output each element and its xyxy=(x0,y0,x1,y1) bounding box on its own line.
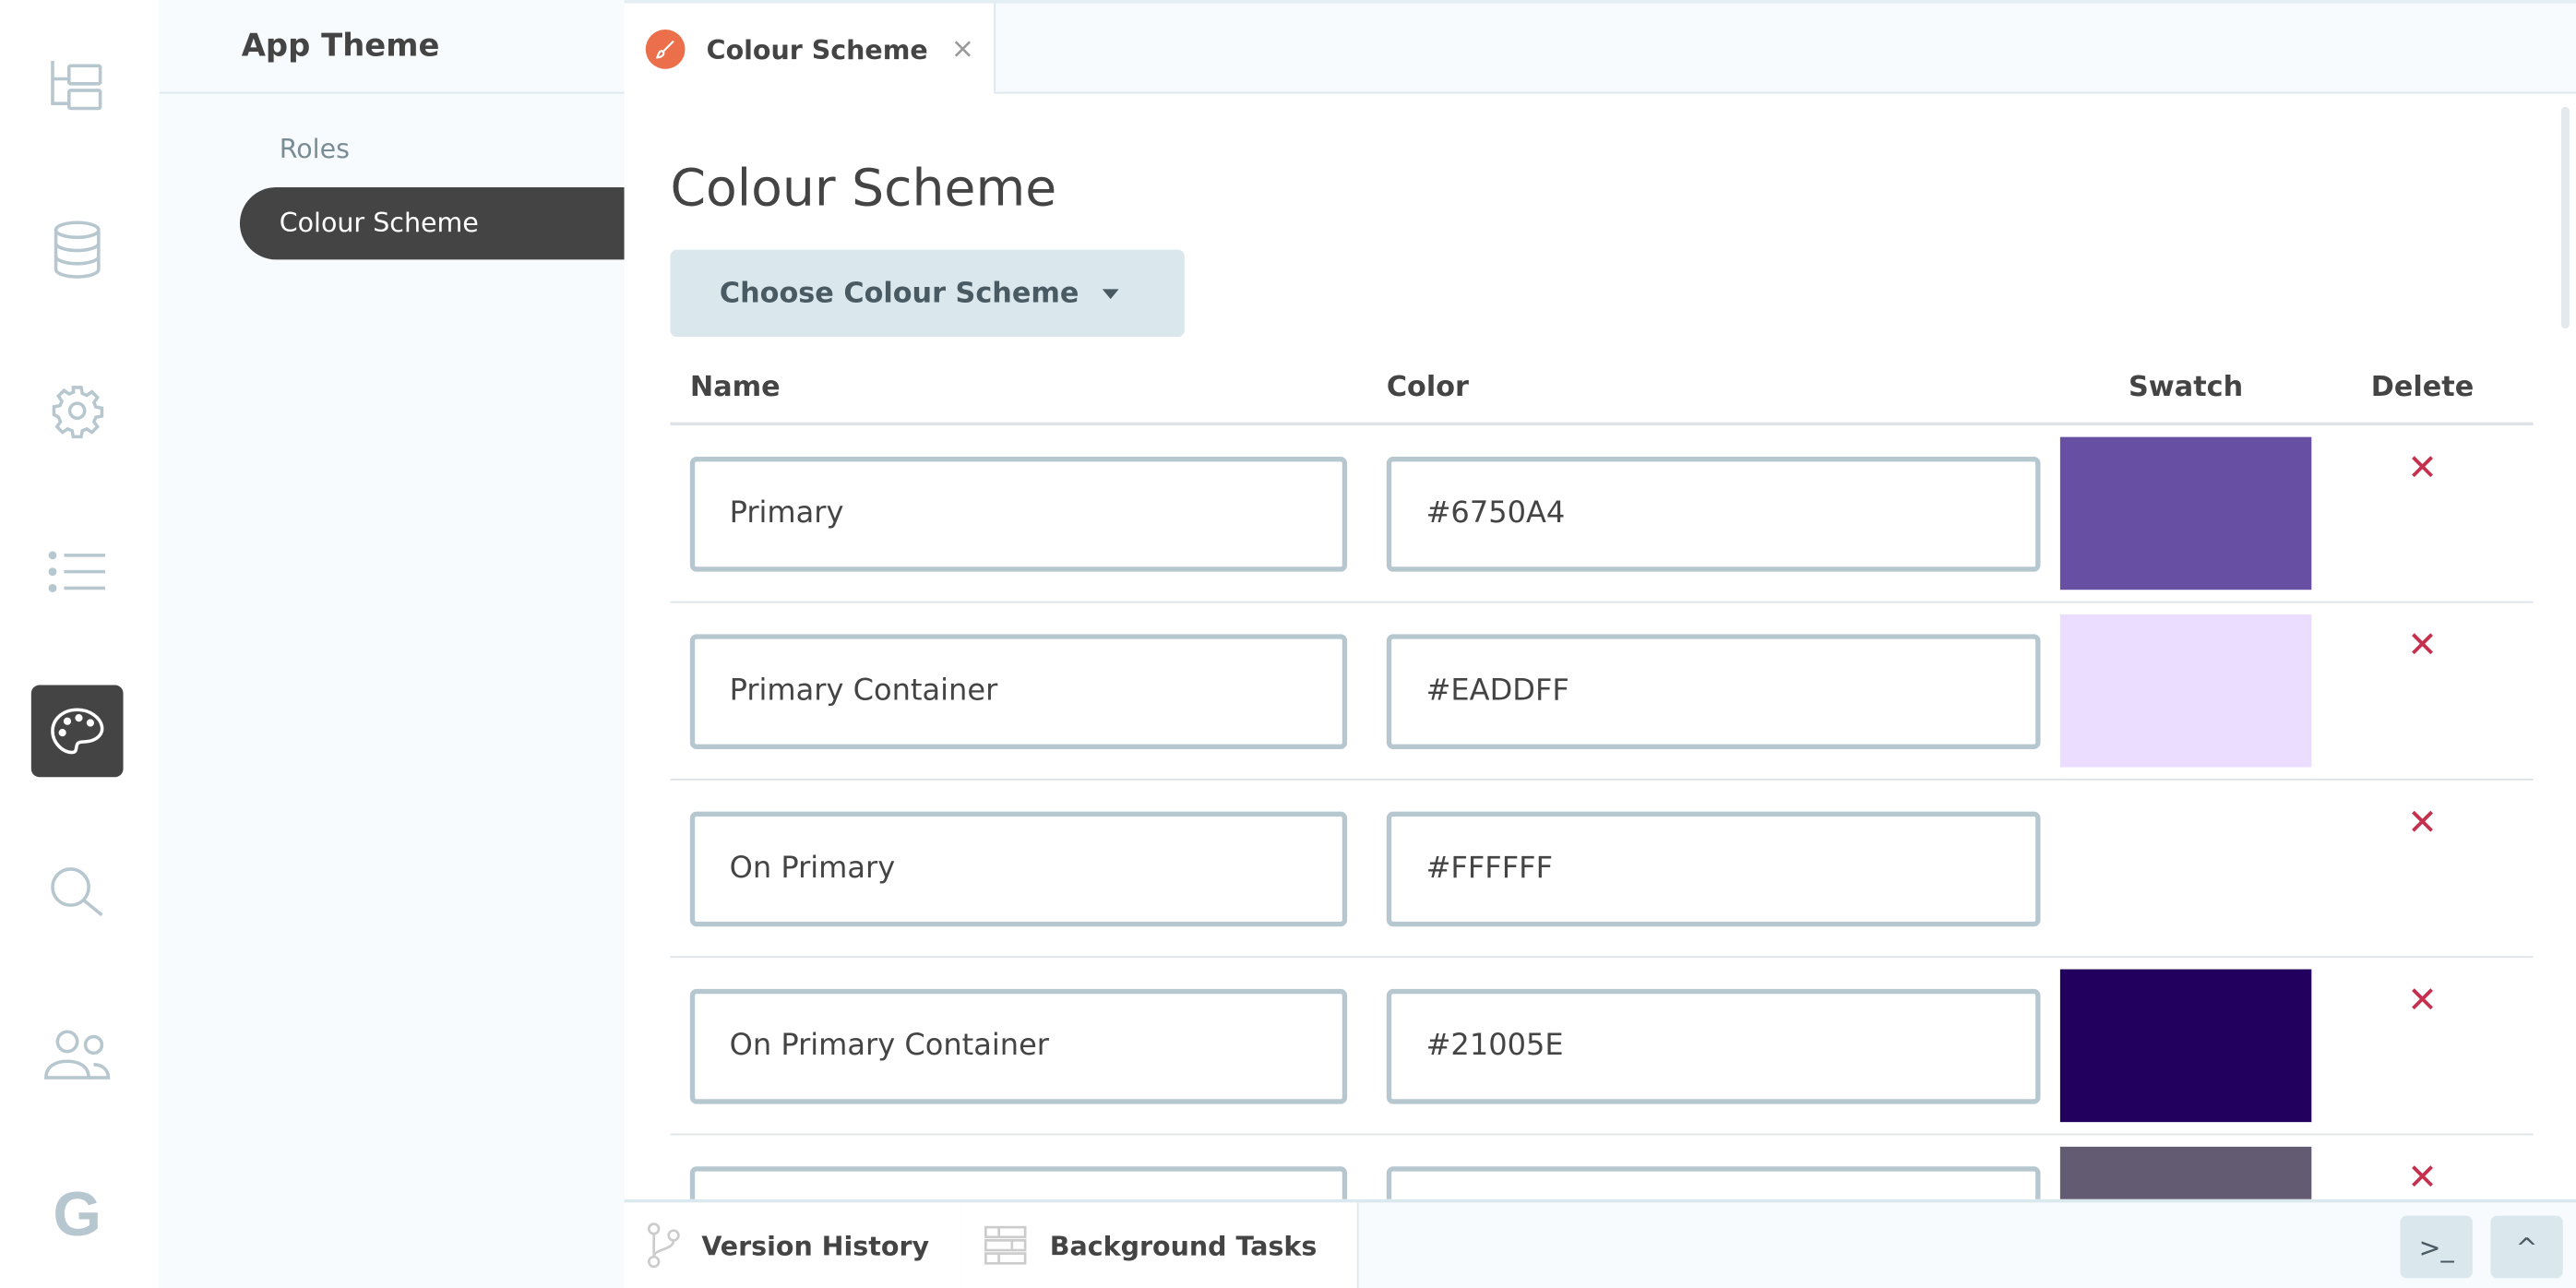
terminal-button[interactable]: >_ xyxy=(2400,1215,2473,1279)
rail-item-settings[interactable] xyxy=(31,364,124,457)
tab-bar: Colour Scheme × xyxy=(624,0,2576,96)
rail-item-database[interactable] xyxy=(31,204,124,296)
table-row: Primary ✕ xyxy=(670,423,2534,603)
color-swatch xyxy=(2059,436,2312,590)
database-icon xyxy=(54,221,101,279)
rail-item-search[interactable] xyxy=(31,848,124,940)
paintbrush-icon xyxy=(645,30,686,69)
delete-icon[interactable]: ✕ xyxy=(2407,803,2438,845)
tab-label: Colour Scheme xyxy=(706,33,928,66)
table-row: On Primary Container ✕ xyxy=(670,957,2534,1136)
delete-icon[interactable]: ✕ xyxy=(2407,1158,2438,1199)
caret-down-icon xyxy=(1102,288,1119,299)
name-input[interactable]: On Primary xyxy=(689,810,1348,926)
palette-icon xyxy=(51,708,104,755)
column-header-swatch: Swatch xyxy=(2059,352,2312,426)
name-input[interactable]: Primary Container xyxy=(689,633,1348,749)
choose-colour-scheme-button[interactable]: Choose Colour Scheme xyxy=(670,249,1185,338)
colour-table: Name Color Swatch Delete Primary✕Primary… xyxy=(670,352,2534,1199)
choose-label: Choose Colour Scheme xyxy=(719,277,1079,310)
users-icon xyxy=(44,1030,111,1079)
rail-item-users[interactable] xyxy=(31,1008,124,1101)
delete-icon[interactable]: ✕ xyxy=(2407,626,2438,667)
rail-item-theme[interactable] xyxy=(30,685,124,778)
terminal-icon: >_ xyxy=(2418,1231,2454,1263)
tasks-icon xyxy=(984,1225,1027,1265)
column-header-color: Color xyxy=(1366,352,2060,426)
color-swatch xyxy=(2059,614,2312,768)
background-tasks-label: Background Tasks xyxy=(1049,1229,1318,1261)
column-header-delete: Delete xyxy=(2311,352,2534,426)
google-icon: G xyxy=(53,1180,102,1250)
background-tasks-tab[interactable]: Background Tasks xyxy=(960,1202,1359,1288)
color-swatch xyxy=(2059,792,2312,945)
color-input[interactable] xyxy=(1386,1165,2041,1199)
folder-tree-icon xyxy=(51,60,102,111)
delete-icon[interactable]: ✕ xyxy=(2407,981,2438,1022)
sidebar-item-roles[interactable]: Roles xyxy=(279,133,350,165)
icon-rail: G xyxy=(0,0,161,1288)
version-history-label: Version History xyxy=(701,1229,930,1261)
color-input[interactable] xyxy=(1386,988,2041,1103)
tab-colour-scheme[interactable]: Colour Scheme × xyxy=(624,3,996,96)
name-input[interactable]: Primary xyxy=(689,456,1348,571)
delete-icon[interactable]: ✕ xyxy=(2407,448,2438,490)
sidebar-item-colour-scheme[interactable]: Colour Scheme xyxy=(239,186,625,260)
main-content: Colour Scheme Choose Colour Scheme Name … xyxy=(624,93,2576,1199)
color-input[interactable] xyxy=(1386,810,2041,926)
search-icon xyxy=(51,867,103,917)
rail-item-list[interactable] xyxy=(31,526,124,618)
color-input[interactable] xyxy=(1386,633,2041,749)
column-header-name: Name xyxy=(670,352,1367,426)
table-row: Secondary ✕ xyxy=(670,1134,2534,1199)
sidebar-title: App Theme xyxy=(159,0,625,94)
page-title: Colour Scheme xyxy=(670,159,1057,219)
color-input[interactable] xyxy=(1386,456,2041,571)
color-swatch xyxy=(2059,1146,2312,1199)
name-input[interactable]: On Primary Container xyxy=(689,988,1348,1103)
list-icon xyxy=(48,551,105,592)
version-history-tab[interactable]: Version History xyxy=(624,1202,963,1288)
name-input[interactable]: Secondary xyxy=(689,1165,1348,1199)
secondary-sidebar: App Theme Roles Colour Scheme xyxy=(159,0,626,1288)
scrollbar[interactable] xyxy=(2560,106,2570,329)
color-swatch xyxy=(2059,969,2312,1123)
chevron-up-icon: ^ xyxy=(2515,1231,2538,1263)
bottom-bar: Version History Background Tasks >_ ^ xyxy=(624,1199,2576,1288)
rail-item-explorer[interactable] xyxy=(31,40,124,132)
table-row: Primary Container ✕ xyxy=(670,602,2534,781)
close-tab-icon[interactable]: × xyxy=(950,32,975,66)
expand-panel-button[interactable]: ^ xyxy=(2490,1215,2563,1279)
git-branch-icon xyxy=(648,1222,680,1269)
gear-icon xyxy=(52,386,104,439)
table-row: On Primary ✕ xyxy=(670,779,2534,959)
rail-item-google[interactable]: G xyxy=(31,1170,124,1262)
